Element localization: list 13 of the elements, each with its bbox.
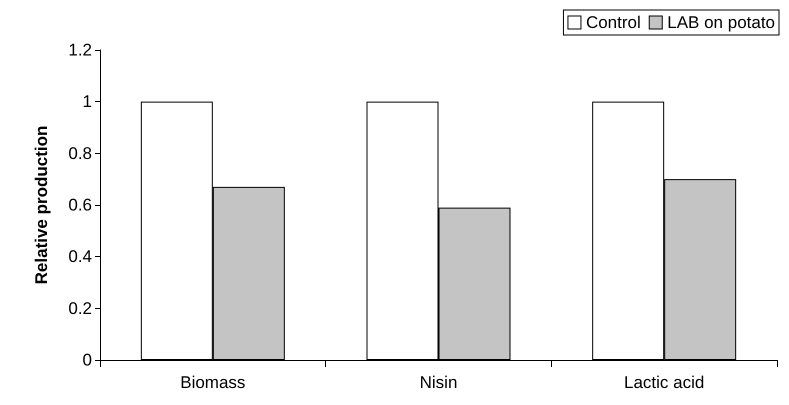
y-tick-label: 0 bbox=[82, 350, 92, 370]
legend-label: Control bbox=[586, 13, 641, 32]
y-tick-label: 0.2 bbox=[68, 298, 92, 318]
y-tick-label: 0.6 bbox=[68, 196, 92, 214]
x-tick-label: Lactic acid bbox=[624, 373, 704, 392]
y-tick-label: 0.8 bbox=[68, 144, 92, 163]
y-tick-label: 1.2 bbox=[68, 40, 92, 60]
x-tick-label: Biomass bbox=[180, 373, 246, 392]
x-tick-label: Nisin bbox=[420, 373, 458, 392]
y-tick-label: 0.4 bbox=[68, 247, 92, 266]
y-axis-title: Relative production bbox=[32, 126, 51, 284]
legend-label: LAB on potato bbox=[667, 13, 776, 32]
y-tick-label: 1 bbox=[82, 92, 92, 112]
